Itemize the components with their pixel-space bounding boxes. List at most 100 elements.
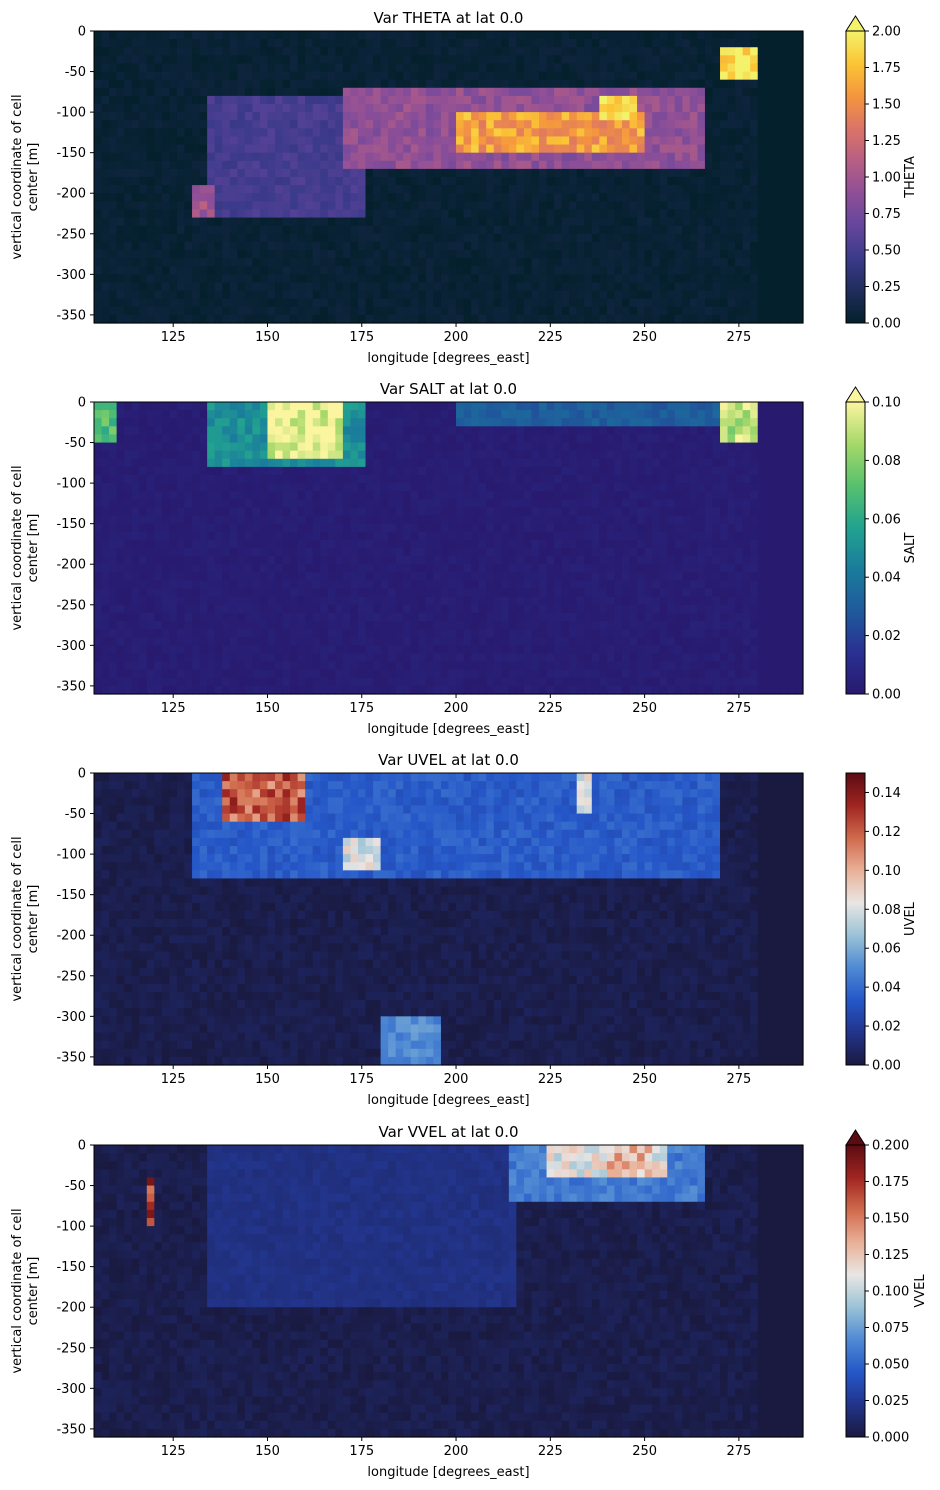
- heatmap-cell: [523, 144, 533, 154]
- heatmap-cell: [312, 531, 321, 541]
- heatmap-cell: [290, 539, 299, 549]
- heatmap-cell: [267, 185, 276, 194]
- heatmap-cell: [486, 201, 495, 211]
- heatmap-cell: [214, 160, 223, 170]
- heatmap-cell: [644, 63, 653, 73]
- heatmap-cell: [508, 95, 517, 105]
- colorbar-tick-label: 1.00: [872, 171, 901, 186]
- heatmap-cell: [207, 95, 216, 105]
- heatmap-cell: [591, 177, 600, 186]
- heatmap-cell: [229, 87, 238, 97]
- heatmap-cell: [252, 233, 261, 243]
- heatmap-cell: [712, 233, 721, 243]
- heatmap-cell: [161, 266, 171, 275]
- heatmap-cell: [327, 418, 336, 427]
- heatmap-cell: [312, 483, 321, 492]
- heatmap-cell: [433, 55, 442, 65]
- heatmap-cell: [418, 136, 427, 146]
- heatmap-cell: [357, 596, 367, 606]
- heatmap-cell: [682, 120, 691, 129]
- heatmap-cell: [403, 564, 412, 573]
- heatmap-cell: [425, 193, 435, 202]
- heatmap-cell: [606, 290, 616, 300]
- heatmap-cell: [795, 47, 804, 56]
- heatmap-cell: [154, 661, 163, 671]
- heatmap-cell: [101, 466, 110, 476]
- heatmap-cell: [335, 515, 344, 525]
- heatmap-cell: [176, 548, 186, 557]
- heatmap-cell: [704, 241, 714, 251]
- heatmap-cell: [176, 458, 186, 468]
- heatmap-cell: [674, 63, 683, 73]
- heatmap-cell: [667, 298, 676, 308]
- heatmap-cell: [440, 168, 450, 178]
- heatmap-cell: [184, 177, 193, 186]
- heatmap-cell: [350, 209, 359, 219]
- heatmap-cell: [297, 475, 306, 484]
- heatmap-cell: [169, 201, 178, 211]
- heatmap-cell: [516, 95, 525, 105]
- heatmap-cell: [101, 580, 110, 590]
- heatmap-cell: [689, 314, 698, 324]
- heatmap-cell: [305, 466, 314, 476]
- heatmap-cell: [637, 31, 646, 40]
- heatmap-cell: [652, 298, 661, 308]
- heatmap-cell: [146, 677, 155, 687]
- heatmap-cell: [161, 402, 171, 411]
- heatmap-cell: [448, 241, 457, 251]
- heatmap-cell: [146, 87, 155, 97]
- heatmap-cell: [418, 410, 427, 419]
- heatmap-cell: [523, 282, 533, 292]
- heatmap-cell: [184, 39, 193, 48]
- heatmap-cell: [131, 79, 140, 89]
- heatmap-cell: [787, 266, 797, 275]
- heatmap-cell: [229, 531, 238, 541]
- heatmap-cell: [621, 314, 631, 324]
- heatmap-cell: [365, 79, 374, 89]
- heatmap-cell: [403, 572, 412, 582]
- heatmap-cell: [493, 63, 502, 73]
- heatmap-cell: [742, 168, 751, 178]
- heatmap-cell: [501, 168, 510, 178]
- heatmap-cell: [237, 531, 246, 541]
- heatmap-cell: [357, 95, 367, 105]
- heatmap-cell: [795, 177, 804, 186]
- heatmap-cell: [531, 63, 540, 73]
- heatmap-cell: [704, 160, 714, 170]
- heatmap-cell: [169, 434, 178, 444]
- heatmap-cell: [214, 63, 223, 73]
- heatmap-cell: [161, 653, 171, 663]
- heatmap-cell: [229, 548, 238, 557]
- heatmap-cell: [787, 144, 797, 154]
- heatmap-cell: [176, 483, 186, 492]
- heatmap-cell: [305, 645, 314, 655]
- heatmap-cell: [750, 217, 759, 227]
- heatmap-cell: [116, 63, 125, 73]
- heatmap-cell: [795, 233, 804, 243]
- heatmap-cell: [599, 274, 608, 284]
- heatmap-cell: [259, 661, 269, 671]
- heatmap-cell: [539, 160, 548, 170]
- heatmap-cell: [146, 39, 155, 48]
- heatmap-cell: [327, 120, 336, 129]
- heatmap-cell: [275, 266, 284, 275]
- heatmap-cell: [471, 31, 480, 40]
- heatmap-cell: [735, 39, 744, 48]
- heatmap-cell: [689, 225, 698, 235]
- heatmap-cell: [787, 185, 797, 194]
- heatmap-cell: [682, 160, 691, 170]
- heatmap-cell: [569, 104, 578, 113]
- heatmap-cell: [176, 79, 186, 89]
- heatmap-cell: [606, 152, 616, 162]
- heatmap-cell: [712, 193, 721, 202]
- heatmap-cell: [320, 250, 329, 259]
- heatmap-cell: [320, 104, 329, 113]
- heatmap-cell: [591, 193, 600, 202]
- heatmap-cell: [373, 306, 382, 316]
- heatmap-cell: [697, 71, 706, 81]
- heatmap-cell: [116, 136, 125, 146]
- heatmap-cell: [539, 128, 548, 138]
- heatmap-cell: [335, 475, 344, 484]
- heatmap-cell: [395, 290, 404, 300]
- heatmap-cell: [154, 426, 163, 436]
